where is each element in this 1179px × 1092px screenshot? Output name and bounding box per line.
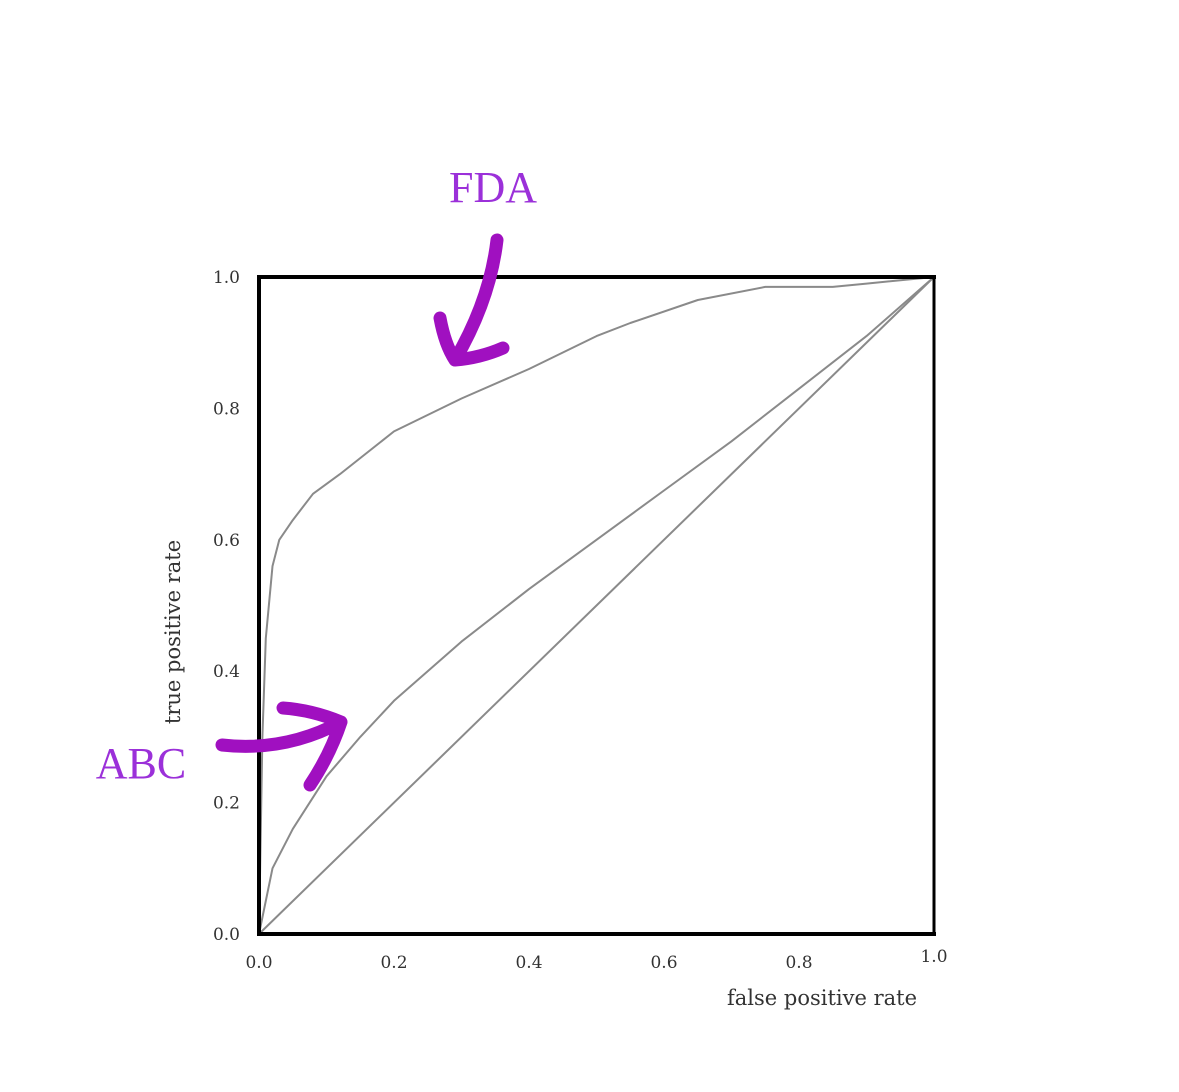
x-tick-label: 0.8 bbox=[785, 953, 812, 973]
abc-annotation-arrow bbox=[215, 701, 348, 792]
y-tick-label: 0.6 bbox=[213, 531, 240, 551]
x-tick-label: 0.2 bbox=[380, 953, 407, 973]
x-axis-title: false positive rate bbox=[727, 986, 917, 1010]
y-tick-label: 0.0 bbox=[213, 925, 240, 945]
axis-ticks: 0.0 0.2 0.4 0.6 0.8 1.0 0.0 0.2 0.4 0.6 0.8 1.0 bbox=[213, 268, 948, 973]
y-axis-title: true positive rate bbox=[161, 540, 185, 724]
x-tick-label: 0.0 bbox=[245, 953, 272, 973]
y-tick-label: 0.8 bbox=[213, 399, 240, 419]
x-tick-label: 0.4 bbox=[515, 953, 542, 973]
roc-diagonal-line bbox=[258, 276, 935, 935]
plot-frame bbox=[257, 275, 936, 936]
roc-curve-upper bbox=[258, 276, 935, 935]
x-tick-label: 1.0 bbox=[920, 947, 947, 967]
y-tick-label: 0.4 bbox=[213, 662, 240, 682]
fda-annotation-arrow bbox=[433, 233, 510, 367]
roc-curve-middle bbox=[258, 276, 935, 935]
fda-annotation-label: FDA bbox=[449, 163, 537, 212]
x-tick-label: 0.6 bbox=[650, 953, 677, 973]
y-tick-label: 0.2 bbox=[213, 794, 240, 814]
annotations: FDA ABC bbox=[96, 163, 537, 792]
y-tick-label: 1.0 bbox=[213, 268, 240, 288]
abc-annotation-label: ABC bbox=[96, 739, 186, 788]
curves-layer bbox=[258, 276, 935, 935]
